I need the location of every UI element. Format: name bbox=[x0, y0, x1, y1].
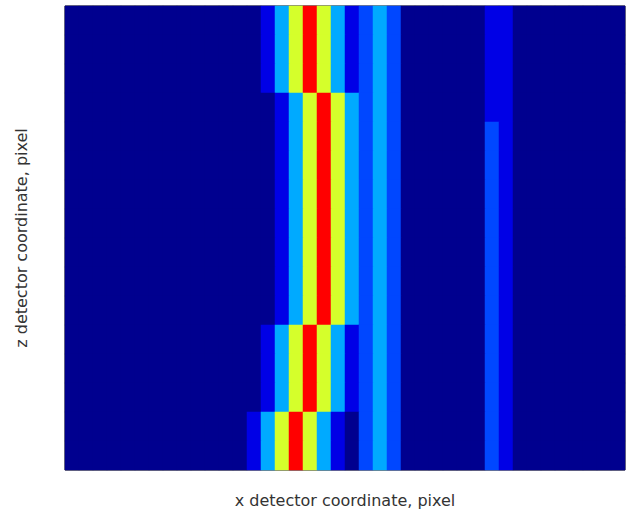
svg-text:x detector coordinate, pixel: x detector coordinate, pixel bbox=[235, 491, 456, 510]
svg-text:z detector coordinate, pixel: z detector coordinate, pixel bbox=[12, 128, 31, 348]
